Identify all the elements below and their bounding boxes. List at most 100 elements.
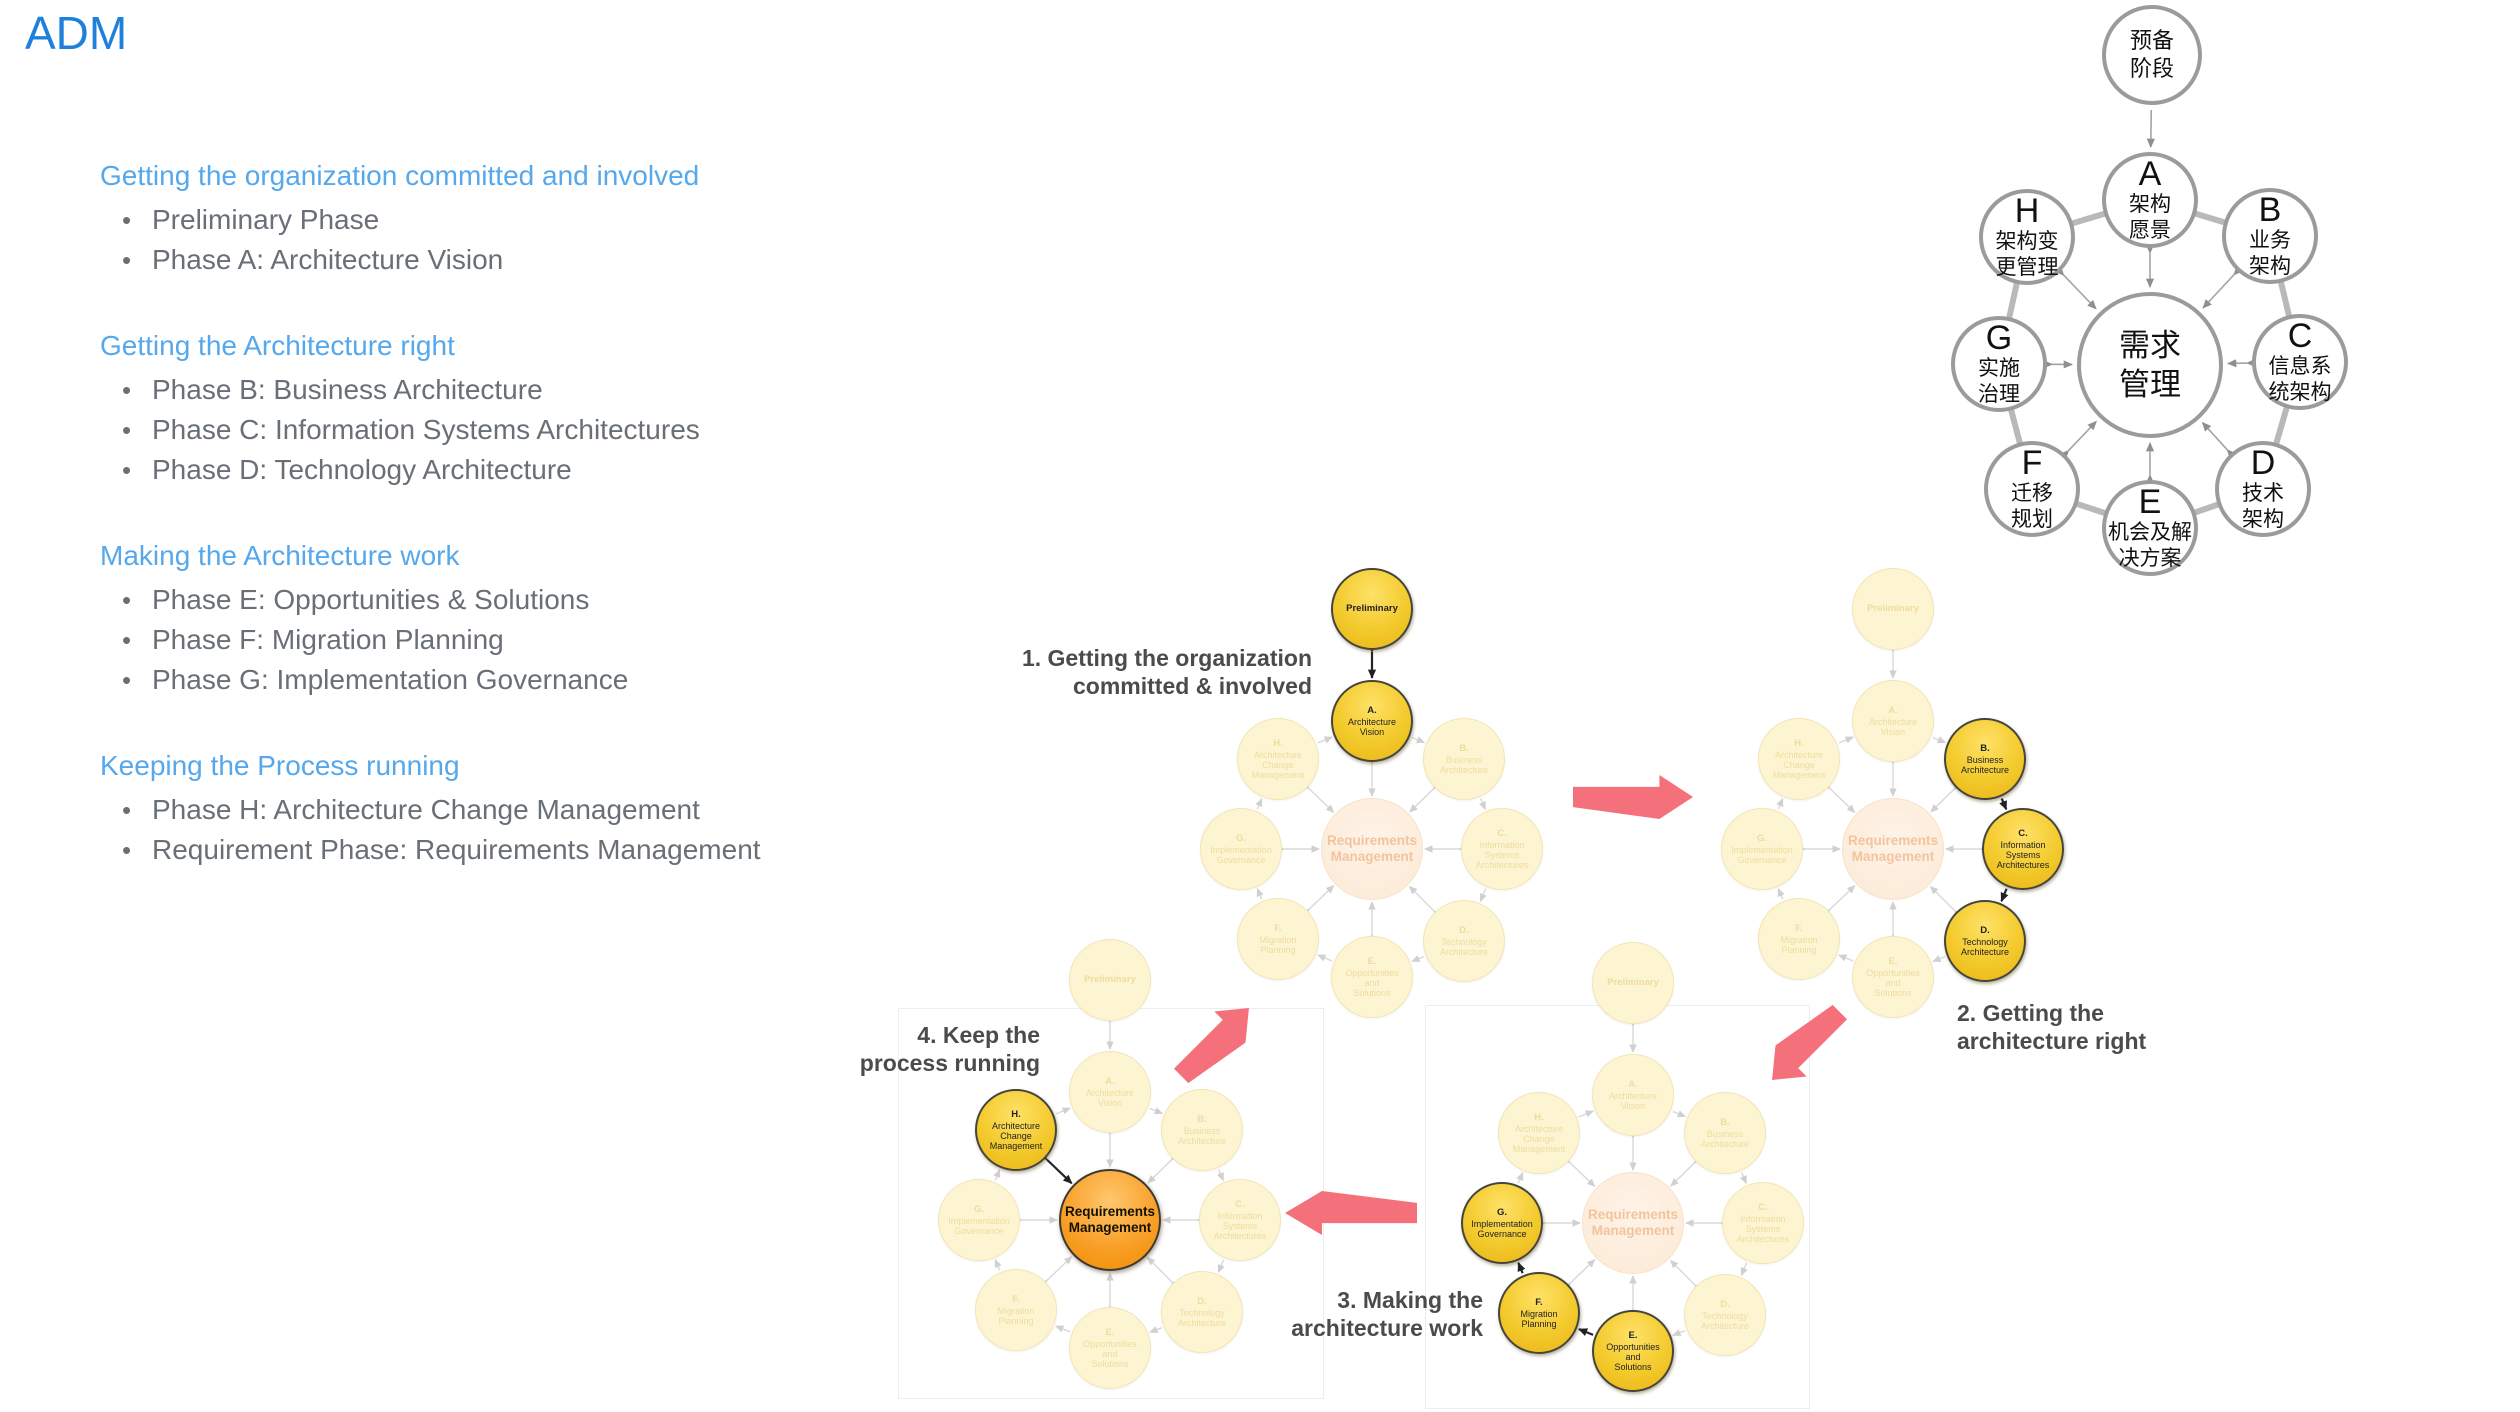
zh-phase-text: 机会及解: [2108, 521, 2192, 544]
zh-phase-text: 迁移: [2011, 482, 2053, 505]
phase-circle-text: Migration: [1780, 934, 1818, 945]
phase-circle-text: Architecture: [1439, 946, 1489, 957]
phase-circle-g-highlighted: G. Implementation Governance: [1461, 1182, 1543, 1264]
phase-circle-g-faded: G. Implementation Governance: [1200, 808, 1282, 890]
bullet-icon: •: [122, 375, 132, 405]
phase-circle-text: Management: [1512, 1143, 1566, 1154]
phase-circle-text: Opportunities: [1083, 1338, 1137, 1349]
phase-circle-text: Solutions: [1614, 1361, 1652, 1372]
phase-circle-text: H.: [1534, 1111, 1544, 1123]
zh-phase-circle-h: H 架构变 更管理: [1979, 189, 2075, 285]
zh-phase-text: 技术: [2242, 482, 2284, 505]
zh-phase-text: 需求: [2119, 328, 2181, 363]
phase-circle-text: E.: [1628, 1329, 1638, 1341]
phase-circle-text: C.: [1758, 1201, 1768, 1213]
phase-circle-text: Preliminary: [1867, 602, 1919, 614]
outline-item-text: Phase D: Technology Architecture: [152, 454, 572, 485]
outline-item: • Phase D: Technology Architecture: [100, 450, 940, 490]
zh-phase-text: 架构: [2249, 255, 2291, 278]
phase-circle-h-faded: H. Architecture Change Management: [1758, 718, 1840, 800]
phase-circle-text: Opportunities: [1866, 967, 1920, 978]
outline-item: • Phase E: Opportunities & Solutions: [100, 580, 940, 620]
bullet-icon: •: [122, 205, 132, 235]
flow-arrow-step1-to-step2-right-icon: [1573, 775, 1693, 819]
phase-circle-text: Migration: [1520, 1308, 1558, 1319]
outline-item-text: Phase B: Business Architecture: [152, 374, 543, 405]
phase-circle-a-faded: A. Architecture Vision: [1852, 680, 1934, 762]
phase-circle-c-faded: C. Information Systems Architectures: [1722, 1182, 1804, 1264]
phase-circle-rm-faded: Requirements Management: [1842, 798, 1944, 900]
phase-circle-text: F.: [1535, 1296, 1543, 1308]
cycle-step-1-label: 1. Getting the organization committed & …: [1012, 644, 1312, 700]
phase-circle-text: C.: [1497, 827, 1507, 839]
outline-heading: Keeping the Process running: [100, 750, 460, 781]
phase-circle-text: Management: [1251, 769, 1305, 780]
zh-phase-text: 业务: [2249, 229, 2291, 252]
label-line: 2. Getting the: [1957, 1000, 2104, 1026]
phase-circle-text: E.: [1367, 955, 1377, 967]
phase-circle-text: Management: [1068, 1220, 1152, 1235]
bullet-icon: •: [122, 245, 132, 275]
phase-circle-text: Governance: [1477, 1228, 1527, 1239]
phase-circle-text: Information: [2000, 839, 2046, 850]
outline-item: • Preliminary Phase: [100, 200, 940, 240]
phase-circle-text: Planning: [1521, 1318, 1557, 1329]
outline-item: • Phase C: Information Systems Architectu…: [100, 410, 940, 450]
phase-circle-text: Management: [989, 1140, 1043, 1151]
phase-circle-d-faded: D. Technology Architecture: [1423, 900, 1505, 982]
phase-circle-text: Business: [1706, 1128, 1744, 1139]
cycle-step-3-label: 3. Making the architecture work: [1183, 1286, 1483, 1342]
phase-circle-f-faded: F. Migration Planning: [1237, 898, 1319, 980]
cycle-step-1-diagram: Preliminary A. Architecture Vision H. Archite…: [1157, 563, 1587, 1028]
phase-circle-text: Architectures: [1736, 1233, 1790, 1244]
phase-circle-text: Migration: [1259, 934, 1297, 945]
phase-circle-text: Architecture: [1514, 1123, 1564, 1134]
zh-phase-letter: D: [2250, 444, 2276, 482]
outline: Getting the organization committed and i…: [100, 156, 940, 916]
outline-item: • Phase B: Business Architecture: [100, 370, 940, 410]
phase-circle-text: Management: [1330, 849, 1414, 864]
phase-circle-text: and: [1885, 977, 1901, 988]
phase-circle-text: A.: [1105, 1075, 1115, 1087]
phase-circle-text: E.: [1888, 955, 1898, 967]
phase-circle-text: Change: [1523, 1133, 1555, 1144]
label-line: 4. Keep the: [917, 1022, 1040, 1048]
phase-circle-text: D.: [1197, 1295, 1207, 1307]
phase-circle-text: Architecture: [1177, 1317, 1227, 1328]
phase-circle-b-faded: B. Business Architecture: [1684, 1092, 1766, 1174]
phase-circle-text: D.: [1720, 1298, 1730, 1310]
phase-circle-text: G.: [973, 1203, 985, 1215]
outline-item: • Requirement Phase: Requirements Managem…: [100, 830, 940, 870]
outline-item-text: Phase F: Migration Planning: [152, 624, 504, 655]
phase-circle-text: Vision: [1880, 726, 1906, 737]
phase-circle-text: Architectures: [1213, 1230, 1267, 1241]
phase-circle-text: A.: [1367, 704, 1377, 716]
phase-circle-text: Architecture: [1960, 764, 2010, 775]
phase-circle-text: Requirements: [1587, 1207, 1679, 1222]
phase-circle-text: Requirements: [1064, 1204, 1156, 1219]
phase-circle-a-faded: A. Architecture Vision: [1592, 1054, 1674, 1136]
phase-circle-text: F.: [1795, 922, 1803, 934]
phase-circle-text: Architecture: [1177, 1135, 1227, 1146]
cycle-step-4-label: 4. Keep the process running: [740, 1021, 1040, 1077]
phase-circle-g-faded: G. Implementation Governance: [1721, 808, 1803, 890]
phase-circle-text: Implementation: [1471, 1218, 1533, 1229]
zh-phase-circle-prelim: 预备 阶段: [2102, 5, 2202, 105]
zh-phase-letter: A: [2138, 155, 2162, 193]
outline-item-text: Phase E: Opportunities & Solutions: [152, 584, 590, 615]
phase-circle-h-highlighted: H. Architecture Change Management: [975, 1089, 1057, 1171]
phase-circle-text: Change: [1000, 1130, 1032, 1141]
phase-circle-b-faded: B. Business Architecture: [1161, 1089, 1243, 1171]
outline-item-text: Phase H: Architecture Change Management: [152, 794, 700, 825]
label-line: process running: [859, 1050, 1040, 1076]
outline-item-text: Phase A: Architecture Vision: [152, 244, 504, 275]
phase-circle-text: G.: [1496, 1206, 1508, 1218]
phase-circle-text: Architecture: [1700, 1138, 1750, 1149]
zh-phase-text: 更管理: [1995, 256, 2059, 279]
phase-circle-text: B.: [1197, 1113, 1207, 1125]
phase-circle-text: Systems: [2005, 849, 2041, 860]
outline-section-2: Getting the Architecture right • Phase B: …: [100, 326, 940, 490]
phase-circle-text: Architecture: [1868, 716, 1918, 727]
phase-circle-text: Implementation: [948, 1215, 1010, 1226]
phase-circle-text: Business: [1445, 754, 1483, 765]
